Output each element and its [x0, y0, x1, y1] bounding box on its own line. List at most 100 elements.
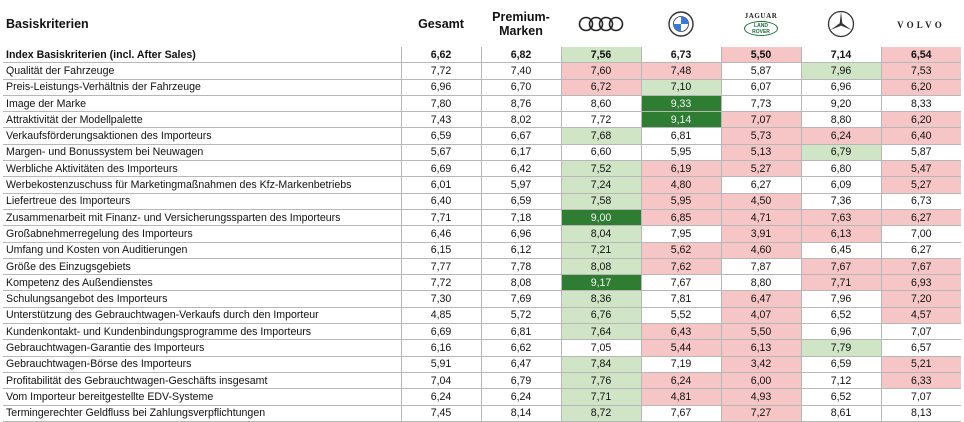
mercedes-value: 7,96	[800, 62, 881, 80]
audi-value: 7,84	[560, 356, 641, 373]
volvo-value: 6,27	[880, 242, 961, 259]
criterion-label: Werbekostenzuschuss für Marketingmaßnahm…	[3, 176, 401, 194]
table-row: Verkaufsförderungsaktionen des Importeur…	[3, 127, 961, 145]
table-row: Kundenkontakt- und Kundenbindungsprogram…	[3, 323, 961, 341]
bmw-value: 6,24	[640, 372, 721, 390]
criterion-label: Kundenkontakt- und Kundenbindungsprogram…	[3, 323, 401, 341]
table-row: Index Basiskriterien (incl. After Sales)…	[3, 47, 961, 64]
audi-value: 6,60	[560, 144, 641, 162]
audi-value: 7,58	[560, 193, 641, 210]
gesamt-value: 6,59	[400, 127, 481, 145]
premium-value: 6,79	[480, 372, 561, 390]
table-row: Margen- und Bonussystem bei Neuwagen 5,67…	[3, 144, 961, 162]
jlr-value: 6,13	[720, 339, 801, 357]
audi-logo	[561, 0, 641, 47]
audi-value: 7,76	[560, 372, 641, 390]
audi-value: 6,76	[560, 307, 641, 325]
bmw-value: 7,95	[640, 225, 721, 243]
jlr-value: 8,80	[720, 274, 801, 292]
gesamt-value: 7,72	[400, 62, 481, 80]
mercedes-value: 7,36	[800, 193, 881, 210]
jaguar-wordmark: JAGUAR	[744, 11, 778, 20]
mercedes-value: 6,96	[800, 79, 881, 96]
mercedes-value: 7,14	[800, 47, 881, 64]
premium-value: 8,76	[480, 95, 561, 113]
gesamt-value: 6,96	[400, 79, 481, 96]
premium-value: 6,70	[480, 79, 561, 96]
gesamt-value: 7,43	[400, 111, 481, 129]
volvo-value: 6,57	[880, 339, 961, 357]
gesamt-value: 7,80	[400, 95, 481, 113]
criterion-label: Zusammenarbeit mit Finanz- und Versicher…	[3, 209, 401, 227]
table-row: Werbekostenzuschuss für Marketingmaßnahm…	[3, 176, 961, 194]
criterion-label: Preis-Leistungs-Verhältnis der Fahrzeuge	[3, 79, 401, 96]
premium-value: 5,97	[480, 176, 561, 194]
premium-value: 7,18	[480, 209, 561, 227]
jlr-value: 5,87	[720, 62, 801, 80]
premium-value: 6,82	[480, 47, 561, 64]
gesamt-value: 6,69	[400, 160, 481, 178]
volvo-wordmark: VOLVO	[897, 19, 945, 30]
mercedes-value: 6,13	[800, 225, 881, 243]
gesamt-header: Gesamt	[418, 16, 464, 31]
criterion-label: Werbliche Aktivitäten des Importeurs	[3, 160, 401, 178]
audi-value: 7,60	[560, 62, 641, 80]
mercedes-value: 6,52	[800, 388, 881, 406]
audi-value: 7,52	[560, 160, 641, 178]
table-row: Werbliche Aktivitäten des Importeurs 6,69…	[3, 160, 961, 178]
bmw-value: 5,62	[640, 242, 721, 259]
gesamt-value: 6,46	[400, 225, 481, 243]
criterion-label: Gebrauchtwagen-Börse des Importeurs	[3, 356, 401, 373]
table-row: Kompetenz des Außendienstes 7,72 8,08 9,17 7…	[3, 274, 961, 292]
premium-value: 8,02	[480, 111, 561, 129]
premium-value: 6,42	[480, 160, 561, 178]
jlr-value: 4,93	[720, 388, 801, 406]
bmw-value: 7,67	[640, 274, 721, 292]
criterion-label: Vom Importeur bereitgestellte EDV-System…	[3, 388, 401, 406]
mercedes-value: 6,24	[800, 127, 881, 145]
bmw-value: 4,81	[640, 388, 721, 406]
criterion-label: Gebrauchtwagen-Garantie des Importeurs	[3, 339, 401, 357]
bmw-value: 5,52	[640, 307, 721, 325]
gesamt-value: 5,91	[400, 356, 481, 373]
volvo-value: 6,93	[880, 274, 961, 292]
jlr-value: 6,47	[720, 290, 801, 308]
criterion-label: Index Basiskriterien (incl. After Sales)	[3, 47, 401, 64]
volvo-value: 6,20	[880, 79, 961, 96]
criterion-label: Profitabilität des Gebrauchtwagen-Geschä…	[3, 372, 401, 390]
audi-value: 7,56	[560, 47, 641, 64]
volvo-value: 6,33	[880, 372, 961, 390]
audi-value: 7,64	[560, 323, 641, 341]
premium-value: 6,24	[480, 388, 561, 406]
jlr-value: 7,07	[720, 111, 801, 129]
table-row: Profitabilität des Gebrauchtwagen-Geschä…	[3, 372, 961, 390]
mercedes-logo	[801, 0, 881, 47]
bmw-value: 6,81	[640, 127, 721, 145]
gesamt-value: 7,77	[400, 258, 481, 276]
table-row: Großabnehmerregelung des Importeurs 6,46 6…	[3, 225, 961, 243]
premium-value: 6,12	[480, 242, 561, 259]
mercedes-value: 7,96	[800, 290, 881, 308]
table-row: Attraktivität der Modellpalette 7,43 8,02 7…	[3, 111, 961, 129]
mercedes-value: 7,71	[800, 274, 881, 292]
gesamt-value: 6,16	[400, 339, 481, 357]
audi-value: 8,60	[560, 95, 641, 113]
jlr-value: 6,27	[720, 176, 801, 194]
mercedes-value: 7,12	[800, 372, 881, 390]
gesamt-value: 6,24	[400, 388, 481, 406]
audi-value: 7,72	[560, 111, 641, 129]
jlr-value: 3,91	[720, 225, 801, 243]
audi-value: 8,72	[560, 405, 641, 422]
premium-value: 5,72	[480, 307, 561, 325]
bmw-value: 5,44	[640, 339, 721, 357]
premium-value: 6,59	[480, 193, 561, 210]
mercedes-value: 6,09	[800, 176, 881, 194]
jlr-value: 5,27	[720, 160, 801, 178]
jlr-value: 5,50	[720, 47, 801, 64]
bmw-value: 9,33	[640, 95, 721, 113]
volvo-value: 7,53	[880, 62, 961, 80]
table-row: Qualität der Fahrzeuge 7,72 7,40 7,60 7,48 5,…	[3, 62, 961, 80]
gesamt-value: 6,15	[400, 242, 481, 259]
volvo-value: 6,40	[880, 127, 961, 145]
bmw-value: 7,10	[640, 79, 721, 96]
